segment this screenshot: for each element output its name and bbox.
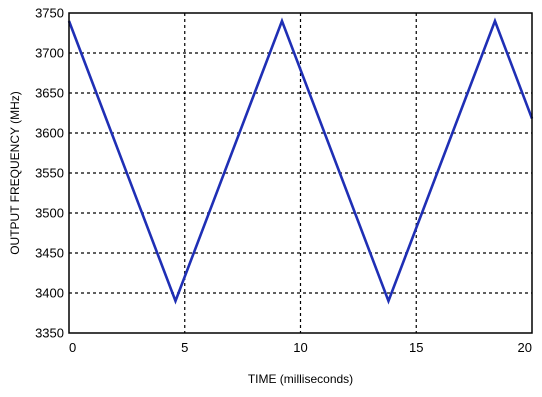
y-tick-label-1: 3400 bbox=[35, 286, 64, 301]
x-tick-label-4: 20 bbox=[518, 340, 532, 355]
series-line-0 bbox=[67, 17, 534, 305]
x-tick-label-1: 5 bbox=[181, 340, 188, 355]
y-axis-label: OUTPUT FREQUENCY (MHz) bbox=[8, 91, 22, 255]
series-layer bbox=[67, 17, 534, 305]
tick-layer: 0 5 10 15 20 3350 3400 3450 3500 3550 3600 3650 3700… bbox=[35, 6, 532, 356]
y-tick-label-2: 3450 bbox=[35, 246, 64, 261]
y-tick-label-8: 3750 bbox=[35, 6, 64, 21]
x-axis-label: TIME (milliseconds) bbox=[248, 372, 353, 386]
y-tick-label-3: 3500 bbox=[35, 206, 64, 221]
y-tick-label-4: 3550 bbox=[35, 166, 64, 181]
y-tick-label-6: 3650 bbox=[35, 86, 64, 101]
grid-layer bbox=[69, 13, 532, 333]
y-tick-label-5: 3600 bbox=[35, 126, 64, 141]
plot-frame bbox=[68, 12, 533, 334]
x-tick-label-2: 10 bbox=[293, 340, 307, 355]
y-tick-label-0: 3350 bbox=[35, 326, 64, 341]
x-tick-label-0: 0 bbox=[69, 340, 76, 355]
x-tick-label-3: 15 bbox=[409, 340, 423, 355]
y-tick-label-7: 3700 bbox=[35, 46, 64, 61]
